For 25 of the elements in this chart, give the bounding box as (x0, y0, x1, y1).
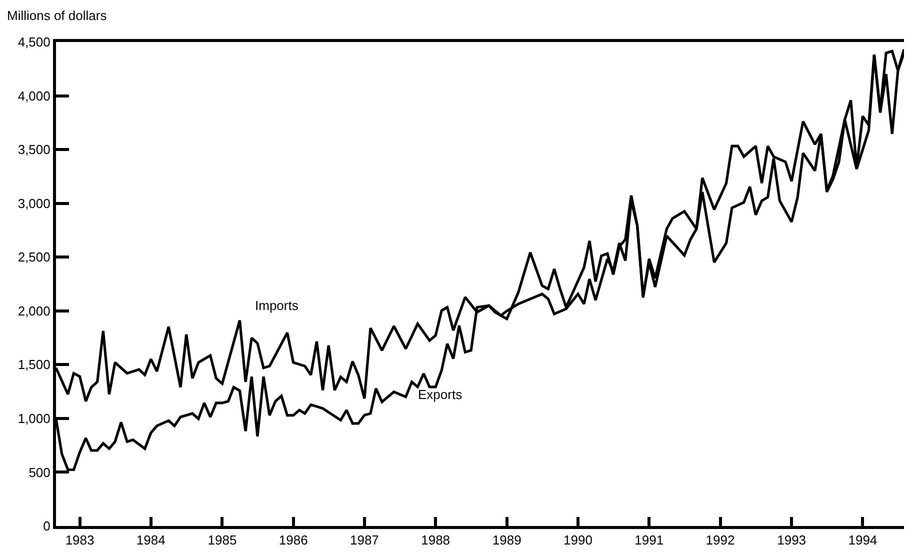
x-tick-label: 1988 (421, 532, 450, 548)
y-tick-label: 1,000 (18, 410, 50, 426)
x-tick-label: 1984 (136, 532, 166, 548)
x-tick-label: 1992 (706, 532, 735, 548)
x-tick-label: 1983 (65, 532, 94, 548)
x-tick-label: 1987 (350, 532, 379, 548)
x-tick-label: 1991 (634, 532, 664, 548)
x-tick-label: 1986 (278, 532, 308, 548)
y-tick-label: 2,000 (18, 303, 50, 318)
y-tick-label: 0 (43, 518, 50, 534)
x-tick-label: 1989 (492, 532, 522, 548)
x-tick-label: 1994 (848, 532, 878, 548)
y-tick-label: 1,500 (18, 357, 50, 372)
y-tick-label: 4,000 (18, 88, 50, 104)
y-tick-label: 4,500 (18, 34, 50, 50)
y-tick-label: 2,500 (18, 250, 50, 265)
annotation: Exports (418, 387, 463, 402)
y-tick-label: 500 (28, 464, 50, 480)
x-tick-label: 1990 (564, 532, 592, 548)
x-tick-label: 1993 (777, 532, 806, 548)
y-axis-title: Millions of dollars (7, 8, 108, 23)
annotation: Imports (255, 298, 299, 313)
y-tick-label: 3,500 (18, 142, 50, 158)
y-tick-label: 3,000 (18, 196, 50, 211)
x-tick-label: 1985 (208, 532, 237, 548)
